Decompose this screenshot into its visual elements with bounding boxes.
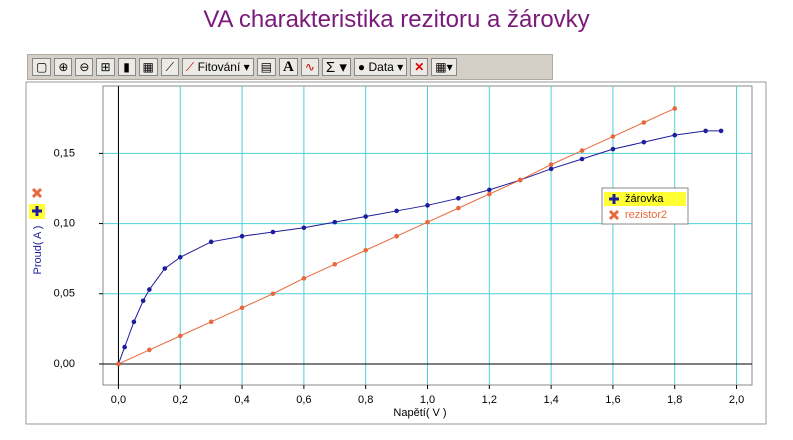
chart-title: VA charakteristika rezitoru a žárovky: [203, 6, 590, 33]
tool-button[interactable]: ⟋ Fitování ▾: [181, 58, 254, 76]
legend-marker: [31, 187, 43, 199]
tool-button[interactable]: ✕: [410, 58, 429, 76]
x-tick-label: 0,2: [173, 394, 188, 406]
tool-button[interactable]: ● Data ▾: [353, 58, 408, 76]
data-point: [239, 305, 245, 311]
data-point: [394, 233, 399, 239]
x-tick-label: 0,8: [358, 394, 373, 406]
x-tick-label: 2,0: [729, 394, 744, 406]
data-point: [394, 208, 399, 214]
legend-label: rezistor2: [625, 209, 667, 221]
legend-highlight: [604, 192, 686, 206]
tool-button[interactable]: ⊞: [96, 58, 115, 76]
data-point: [147, 347, 152, 353]
data-point: [425, 203, 430, 208]
data-point: [140, 298, 146, 304]
x-tick-label: 0,4: [234, 394, 249, 406]
data-point: [487, 191, 492, 197]
button-label: Fitování: [197, 60, 241, 74]
x-tick-label: 0,0: [111, 394, 126, 406]
data-point: [641, 120, 647, 125]
data-point: [487, 187, 492, 193]
data-point: [548, 162, 554, 167]
data-point: [270, 291, 276, 297]
data-point: [579, 148, 585, 153]
tool-button[interactable]: ⊕: [54, 58, 73, 76]
data-point: [162, 266, 168, 271]
x-axis-label: Napětí( V ): [393, 407, 446, 419]
data-point: [131, 319, 137, 325]
tool-button[interactable]: ∿: [300, 58, 319, 76]
legend-label: žárovka: [625, 193, 664, 205]
y-tick-label: 0,05: [54, 288, 75, 300]
x-tick-label: 0,6: [296, 394, 311, 406]
y-tick-label: 0,00: [54, 358, 75, 370]
data-point: [610, 146, 616, 152]
data-point: [363, 247, 368, 253]
legend-marker: [609, 194, 619, 204]
data-point: [332, 219, 338, 225]
data-point: [177, 333, 183, 339]
legend: žárovka rezistor2: [601, 187, 689, 225]
tool-button[interactable]: Σ ▾: [321, 58, 351, 76]
data-point: [703, 128, 708, 134]
tool-button[interactable]: ⊖: [75, 58, 94, 76]
data-point: [456, 205, 461, 211]
data-point: [208, 239, 214, 245]
tool-button[interactable]: ▦▾: [431, 58, 457, 76]
data-point: [363, 214, 368, 219]
data-point: [116, 361, 121, 367]
y-axis-label: Proud( A ): [32, 226, 44, 275]
data-point: [147, 287, 152, 292]
data-point: [177, 254, 183, 260]
data-point: [301, 276, 307, 281]
data-point: [672, 106, 678, 111]
data-point: [239, 233, 245, 239]
data-point: [332, 261, 338, 267]
y-tick-label: 0,15: [54, 147, 75, 159]
tool-button[interactable]: A: [279, 58, 298, 76]
tool-button[interactable]: ▮: [117, 58, 136, 76]
x-tick-label: 1,6: [605, 394, 620, 406]
legend-marker: [32, 206, 42, 216]
tool-button[interactable]: ▤: [256, 58, 277, 76]
y-tick-label: 0,10: [54, 217, 75, 229]
button-label: Data: [368, 60, 394, 74]
tool-button[interactable]: ⟋: [160, 58, 179, 76]
toolbar: ▢ ⊕ ⊖ ⊞ ▮ ▦ ⟋ ⟋ Fitování ▾ ▤ A ∿ Σ ▾ ● D…: [27, 54, 553, 80]
data-point: [456, 196, 461, 201]
button-label: Σ: [325, 58, 336, 76]
data-point: [517, 177, 523, 183]
data-point: [610, 134, 616, 139]
data-point: [208, 319, 214, 325]
data-point: [122, 344, 127, 350]
data-point: [301, 225, 307, 231]
data-point: [425, 219, 430, 225]
legend-marker: [608, 209, 620, 221]
data-point: [548, 166, 554, 172]
data-point: [641, 139, 647, 145]
tool-button[interactable]: ▦: [138, 58, 158, 76]
data-point: [672, 132, 678, 138]
x-tick-label: 1,2: [482, 394, 497, 406]
x-tick-label: 1,0: [420, 394, 435, 406]
x-tick-label: 1,8: [667, 394, 682, 406]
tool-button[interactable]: ▢: [32, 58, 52, 76]
data-point: [718, 128, 724, 134]
data-point: [270, 229, 276, 235]
x-tick-label: 1,4: [543, 394, 558, 406]
data-point: [579, 156, 585, 162]
